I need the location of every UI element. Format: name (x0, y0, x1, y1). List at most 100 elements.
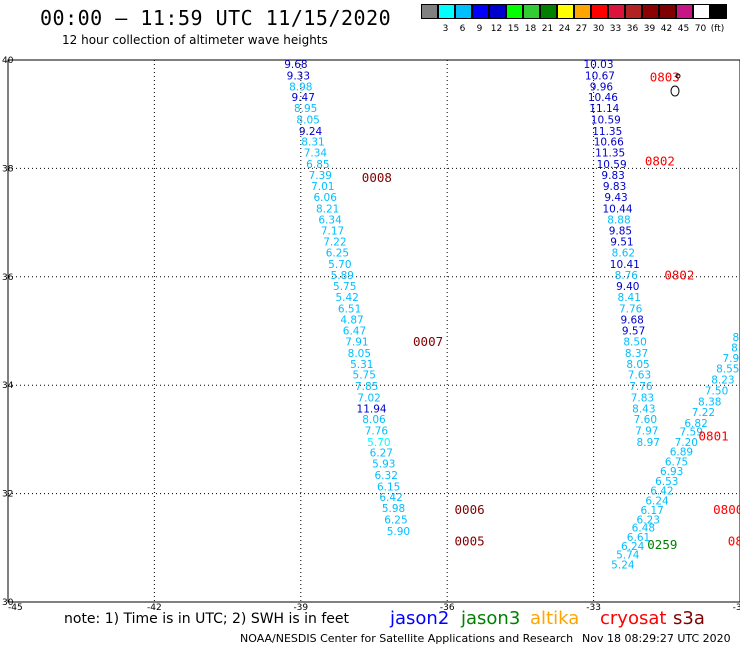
swh-label: 5.24 (611, 559, 635, 571)
time-label: 0008 (362, 170, 392, 185)
island-marker (675, 73, 681, 79)
legend-label: 70 (694, 24, 707, 34)
legend-cryosat: cryosat (600, 608, 667, 629)
legend-label: 45 (677, 24, 690, 34)
legend-label: 18 (524, 24, 537, 34)
swh-label: 7.92 (722, 353, 740, 365)
swh-label: 6.48 (632, 523, 655, 535)
swh-label: 7.01 (311, 181, 334, 193)
legend-label: 21 (541, 24, 554, 34)
timestamp-text: Nov 18 08:29:27 UTC 2020 (582, 632, 731, 645)
swh-label: 8.97 (637, 437, 660, 449)
swh-label: 6.42 (379, 492, 402, 504)
swh-label: 7.85 (355, 381, 378, 393)
y-tick-label: 30 (2, 598, 14, 608)
time-label: 0802 (664, 268, 694, 283)
legend-jason3: jason3 (461, 608, 521, 629)
swh-label: 10.67 (585, 71, 615, 83)
swh-label: 7.83 (631, 392, 654, 404)
swh-label: 5.70 (367, 437, 390, 449)
swh-label: 6.17 (640, 505, 663, 517)
legend-swatch (591, 4, 608, 19)
legend-swatch (557, 4, 574, 19)
swh-label: 5.98 (382, 503, 405, 515)
swh-label: 6.85 (306, 159, 329, 171)
x-tick-label: -39 (293, 603, 308, 613)
swh-label: 8.05 (626, 359, 649, 371)
legend-swatch (608, 4, 625, 19)
legend-swatch (625, 4, 642, 19)
y-tick-label: 32 (2, 490, 13, 500)
swh-label: 6.47 (343, 325, 366, 337)
legend-swatch (693, 4, 710, 19)
swh-label: 7.60 (634, 414, 657, 426)
page-subtitle: 12 hour collection of altimeter wave hei… (62, 33, 328, 47)
swh-label: 6.34 (318, 215, 342, 227)
swh-label: 6.15 (377, 481, 400, 493)
swh-label: 6.51 (338, 304, 361, 316)
swh-label: 7.76 (365, 426, 389, 438)
swh-label: 6.89 (670, 447, 693, 459)
time-label: 0005 (455, 534, 485, 549)
swh-label: 7.76 (619, 304, 643, 316)
swh-label: 8. (731, 343, 740, 355)
swh-label: 8.55 (716, 364, 739, 376)
swh-label: 6.24 (645, 495, 669, 507)
legend-swatch (455, 4, 472, 19)
swh-label: 8.05 (348, 348, 371, 360)
swh-label: 9.57 (622, 325, 645, 337)
x-tick-label: -36 (440, 603, 455, 613)
swh-label: 5.89 (331, 270, 354, 282)
swh-label: 8.05 (296, 114, 319, 126)
swh-label: 10.41 (610, 259, 640, 271)
legend-swatch (574, 4, 591, 19)
x-tick-label: -30 (733, 603, 740, 613)
swh-label: 8.38 (698, 396, 721, 408)
swh-label: 6.75 (665, 456, 688, 468)
legend-swatch (489, 4, 506, 19)
swh-label: 7.22 (323, 236, 346, 248)
time-label: 0803 (650, 70, 680, 85)
swh-label: 5.42 (335, 292, 358, 304)
swh-label: 11.35 (592, 126, 622, 138)
legend-label: 30 (592, 24, 605, 34)
x-tick-label: -45 (8, 603, 23, 613)
swh-label: 8.95 (294, 103, 317, 115)
swh-label: 9.24 (299, 126, 323, 138)
swh-label: 4.87 (340, 314, 363, 326)
swh-label: 8.88 (607, 215, 630, 227)
swh-label: 6.23 (637, 514, 660, 526)
footer-note: note: 1) Time is in UTC; 2) SWH is in fe… (64, 611, 350, 627)
swh-label: 9.47 (292, 92, 315, 104)
swh-label: 8.41 (618, 292, 641, 304)
map-frame (7, 59, 740, 603)
swh-label: 6.53 (655, 476, 678, 488)
legend-swatch (659, 4, 676, 19)
y-tick-label: 36 (2, 273, 14, 283)
swh-label: 10.66 (594, 137, 624, 149)
swh-label: 5.70 (328, 259, 351, 271)
swh-label: 6.93 (660, 466, 683, 478)
swh-label: 9.51 (610, 236, 633, 248)
legend-label: 12 (490, 24, 503, 34)
swh-label: 5.31 (350, 359, 373, 371)
legend-label: 24 (558, 24, 571, 34)
legend-label: 36 (626, 24, 639, 34)
legend-swatch (540, 4, 557, 19)
swh-label: 6.42 (650, 486, 673, 498)
swh-label: 7.63 (628, 370, 651, 382)
swh-label: 11.94 (357, 403, 387, 415)
swh-label: 7.34 (304, 147, 328, 159)
swh-label: 5.75 (353, 370, 376, 382)
time-label: 0007 (413, 334, 443, 349)
swh-label: 9.85 (609, 226, 632, 238)
swh-label: 6.24 (621, 541, 645, 553)
swh-label: 9.33 (287, 71, 310, 83)
swh-label: 11.35 (595, 147, 625, 159)
legend-jason2: jason2 (390, 608, 450, 629)
legend-swatch (642, 4, 659, 19)
swh-label: 8.37 (625, 348, 648, 360)
y-tick-label: 38 (2, 164, 14, 174)
swh-label: 9.43 (604, 192, 627, 204)
swh-label: 9.83 (601, 170, 624, 182)
